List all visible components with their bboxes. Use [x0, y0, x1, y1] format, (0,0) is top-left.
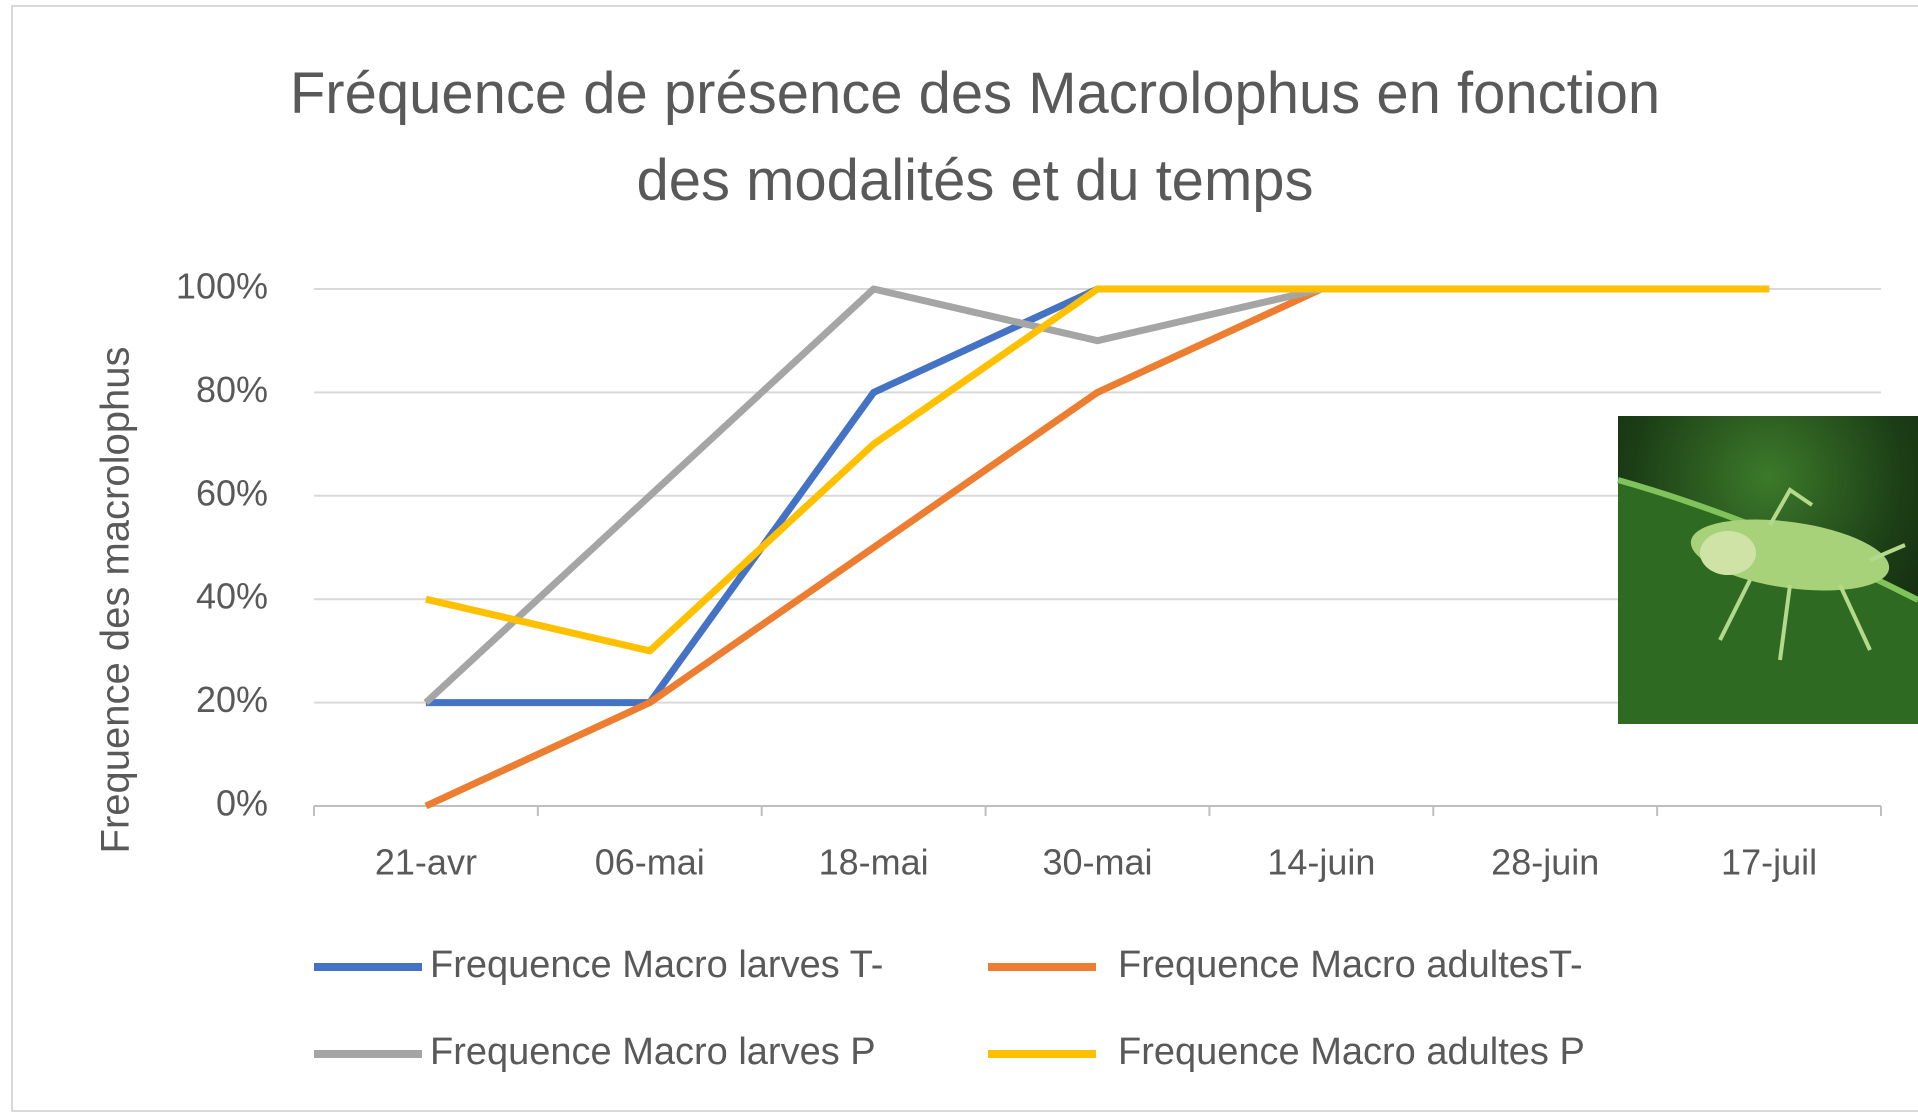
- y-tick-label: 20%: [196, 679, 268, 720]
- y-tick-label: 80%: [196, 369, 268, 410]
- chart-title: Fréquence de présence des Macrolophus en…: [289, 61, 1661, 213]
- x-tick-label: 21-avr: [375, 842, 477, 883]
- y-tick-label: 40%: [196, 576, 268, 617]
- chart-border: [11, 5, 1918, 1112]
- series-line: [425, 285, 1770, 655]
- x-tick-label: 18-mai: [819, 842, 929, 883]
- x-tick-label: 14-juin: [1267, 842, 1375, 883]
- legend-label: Frequence Macro adultesT-: [1118, 944, 1583, 986]
- y-axis-label: Frequence des macrolophus: [94, 347, 138, 854]
- legend-label: Frequence Macro adultes P: [1118, 1031, 1585, 1073]
- legend-label: Frequence Macro larves T-: [430, 944, 883, 986]
- y-tick-label: 60%: [196, 472, 268, 513]
- y-tick-label: 0%: [216, 783, 268, 824]
- insect-photo: [1617, 416, 1918, 724]
- x-tick-label: 28-juin: [1491, 842, 1599, 883]
- x-tick-label: 17-juil: [1721, 842, 1817, 883]
- x-tick-label: 30-mai: [1042, 842, 1152, 883]
- y-tick-label: 100%: [176, 266, 268, 307]
- legend-label: Frequence Macro larves P: [430, 1031, 876, 1073]
- x-tick-label: 06-mai: [595, 842, 705, 883]
